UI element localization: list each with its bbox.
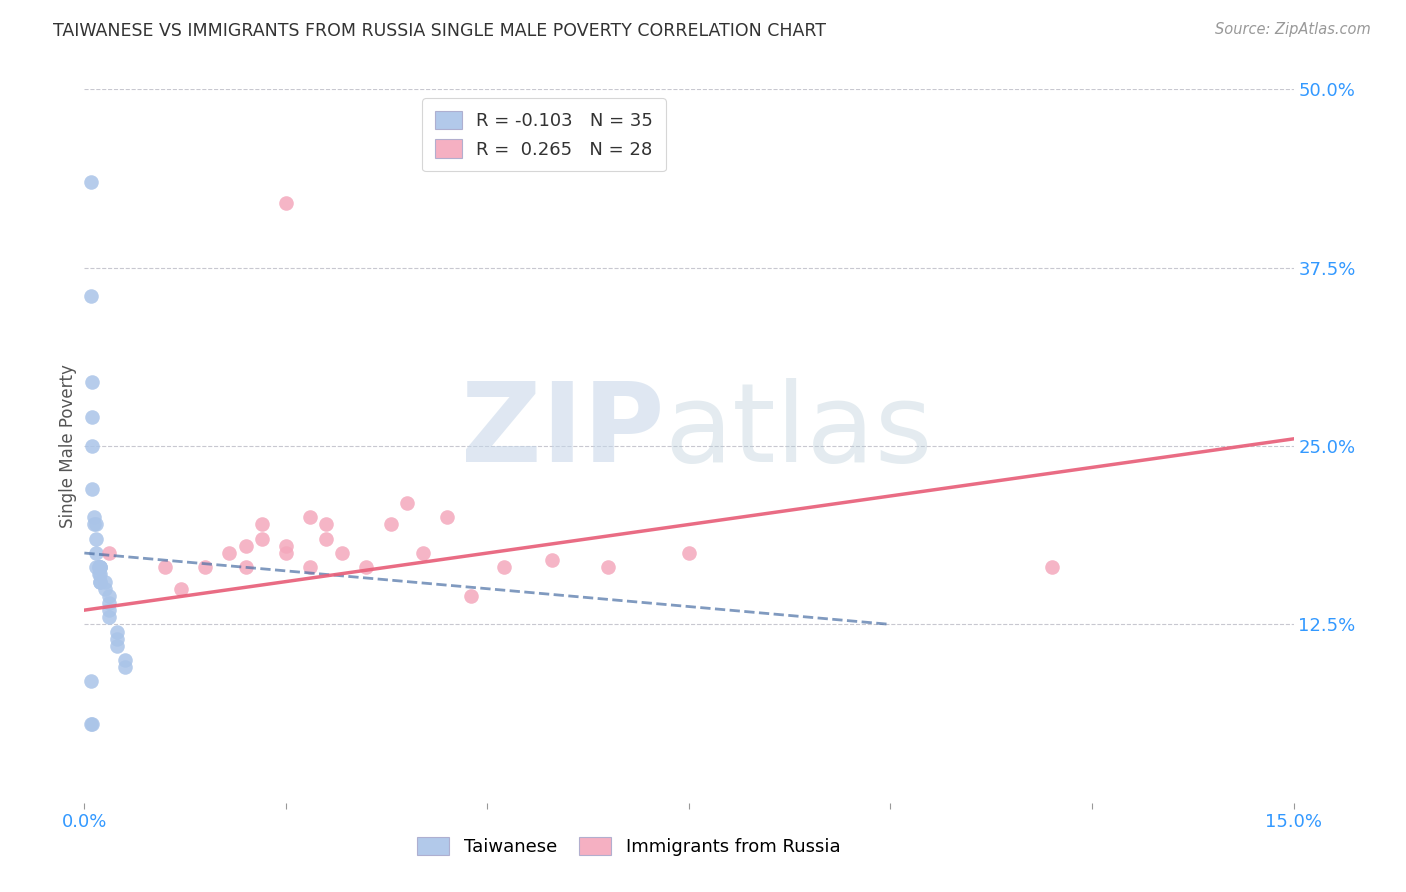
Text: atlas: atlas (665, 378, 934, 485)
Point (83, 510, 105, 524)
Point (114, 653, 136, 667)
Point (82, 482, 104, 496)
Point (105, 639, 128, 653)
Point (97, 596, 120, 610)
Point (93, 574, 115, 589)
Point (380, 517, 402, 532)
Point (235, 539, 257, 553)
Point (492, 560, 515, 574)
Point (299, 510, 322, 524)
Point (97, 589, 120, 603)
Point (87, 567, 110, 582)
Point (412, 546, 434, 560)
Point (89, 567, 111, 582)
Point (83, 517, 105, 532)
Point (80, 717, 103, 731)
Y-axis label: Single Male Poverty: Single Male Poverty (59, 364, 77, 528)
Point (80, 289, 103, 303)
Point (87, 560, 110, 574)
Point (89, 560, 111, 574)
Point (80, 674, 103, 689)
Point (93, 582, 115, 596)
Point (274, 196, 297, 211)
Point (678, 546, 700, 560)
Legend: Taiwanese, Immigrants from Russia: Taiwanese, Immigrants from Russia (408, 828, 849, 865)
Point (299, 560, 322, 574)
Point (97, 610, 120, 624)
Point (356, 560, 378, 574)
Point (86, 560, 108, 574)
Point (330, 546, 353, 560)
Point (86, 517, 108, 532)
Point (274, 546, 297, 560)
Point (395, 496, 418, 510)
Point (1040, 560, 1063, 574)
Point (82, 375, 104, 389)
Point (194, 560, 217, 574)
Point (170, 582, 193, 596)
Point (274, 539, 297, 553)
Point (97, 603, 120, 617)
Point (598, 560, 620, 574)
Point (80, 175, 103, 189)
Point (436, 510, 458, 524)
Point (89, 574, 111, 589)
Point (315, 532, 337, 546)
Text: Source: ZipAtlas.com: Source: ZipAtlas.com (1215, 22, 1371, 37)
Point (541, 553, 564, 567)
Point (250, 517, 273, 532)
Point (82, 410, 104, 425)
Point (460, 589, 482, 603)
Point (153, 560, 176, 574)
Point (235, 560, 257, 574)
Point (89, 560, 111, 574)
Point (87, 560, 110, 574)
Point (89, 560, 111, 574)
Text: ZIP: ZIP (461, 378, 665, 485)
Point (105, 624, 128, 639)
Point (86, 546, 108, 560)
Point (218, 546, 240, 560)
Point (105, 632, 128, 646)
Point (86, 532, 108, 546)
Point (114, 660, 136, 674)
Point (82, 439, 104, 453)
Point (97, 546, 120, 560)
Point (89, 574, 111, 589)
Point (315, 517, 337, 532)
Point (82, 717, 104, 731)
Text: TAIWANESE VS IMMIGRANTS FROM RUSSIA SINGLE MALE POVERTY CORRELATION CHART: TAIWANESE VS IMMIGRANTS FROM RUSSIA SING… (53, 22, 827, 40)
Point (250, 532, 273, 546)
